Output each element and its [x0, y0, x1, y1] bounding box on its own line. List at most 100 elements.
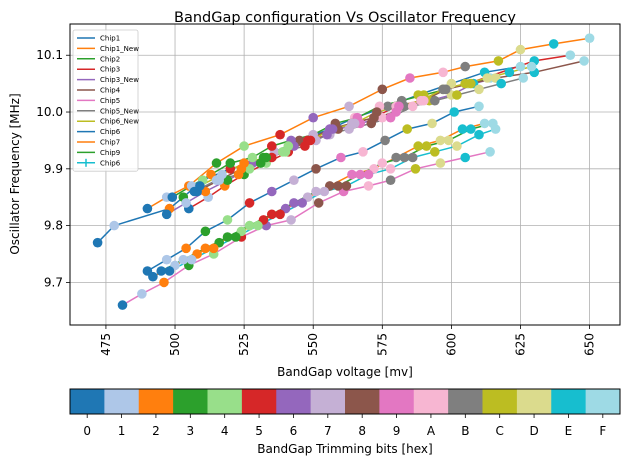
legend-box [72, 29, 139, 172]
colorbar-cell [482, 389, 518, 414]
data-point [391, 152, 401, 163]
colorbar-tick-label: C [495, 424, 503, 438]
data-point [267, 141, 277, 151]
data-point [156, 266, 166, 276]
data-point [457, 124, 468, 134]
colorbar-tick-label: 2 [152, 424, 160, 438]
y-tick-label: 10.1 [36, 48, 63, 62]
y-tick-label: 9.7 [44, 275, 63, 289]
data-point [385, 175, 396, 185]
data-point [410, 164, 421, 174]
data-point [344, 101, 354, 112]
colorbar-tick-label: A [427, 424, 436, 438]
legend-entry: Chip1 [100, 35, 120, 43]
data-point [148, 271, 158, 282]
data-point [222, 232, 233, 242]
data-point [313, 198, 324, 208]
x-tick-label: 525 [237, 333, 251, 356]
legend-entry: Chip6 [100, 159, 121, 167]
chart-title: BandGap configuration Vs Oscillator Freq… [174, 10, 516, 26]
data-point [405, 73, 415, 83]
data-point [161, 254, 172, 265]
data-point [275, 209, 285, 220]
colorbar-cell [207, 389, 243, 414]
data-point [435, 158, 446, 168]
y-axis: 9.7 9.8 9.9 10.0 10.1 [36, 48, 70, 289]
legend-entry: Chip5_New [100, 107, 139, 115]
data-point [327, 124, 338, 134]
data-point [474, 84, 484, 95]
data-point [526, 61, 537, 72]
data-point [584, 33, 595, 43]
data-point [485, 147, 495, 157]
data-point [363, 181, 374, 191]
x-tick-label: 600 [444, 333, 458, 356]
series-line [147, 37, 590, 210]
legend-entry: Chip3_New [100, 76, 139, 84]
data-point [443, 135, 454, 146]
colorbar-tick-label: 9 [393, 424, 401, 438]
colorbar-tick-label: D [529, 424, 538, 438]
colorbar-cell [276, 389, 312, 414]
data-point [247, 152, 258, 163]
data-point [347, 169, 357, 180]
data-point [341, 181, 352, 191]
data-point [460, 61, 471, 72]
data-point [490, 124, 501, 134]
data-point [438, 67, 448, 78]
colorbar: 0 1 2 3 4 5 6 7 8 9 A B C D E F [69, 388, 621, 438]
data-point [109, 220, 119, 231]
data-point [430, 147, 440, 157]
data-point [460, 152, 471, 163]
data-point [225, 158, 236, 168]
colorbar-tick-label: F [599, 424, 606, 438]
data-point [358, 147, 368, 157]
legend-entry: Chip2 [100, 55, 120, 63]
colorbar-cell [138, 389, 174, 414]
data-point [200, 243, 211, 254]
legend-entry: Chip4 [100, 87, 121, 95]
data-point [117, 300, 128, 310]
colorbar-tick-label: 6 [290, 424, 298, 438]
data-point [181, 243, 191, 254]
data-point [394, 101, 404, 112]
y-axis-label: Oscillator Frequency [MHz] [8, 93, 22, 254]
legend-entry: Chip5 [100, 97, 120, 105]
data-point [399, 152, 410, 163]
data-point [452, 90, 462, 100]
data-point [333, 181, 343, 191]
data-point [253, 220, 263, 231]
data-point [311, 186, 321, 197]
y-tick-label: 9.9 [44, 162, 63, 176]
data-point [311, 164, 321, 174]
data-point [286, 215, 296, 225]
legend-entry: Chip7 [100, 139, 120, 147]
colorbar-tick-label: 5 [255, 424, 263, 438]
series-line [171, 77, 491, 198]
data-point [518, 73, 529, 83]
x-tick-label: 500 [168, 333, 182, 356]
data-point [482, 73, 493, 83]
data-point [363, 169, 374, 180]
data-point [239, 158, 249, 168]
data-point [449, 107, 460, 117]
colorbar-tick-label: 0 [83, 424, 91, 438]
plot-series [92, 33, 595, 310]
data-point [208, 243, 219, 254]
data-point [239, 141, 249, 151]
data-point [366, 118, 377, 129]
legend-entry: Chip3 [100, 66, 120, 74]
colorbar-tick-label: 1 [118, 424, 126, 438]
colorbar-cell [310, 389, 346, 414]
data-point [435, 135, 446, 146]
data-point [565, 50, 576, 60]
data-point [474, 101, 484, 112]
y-tick-label: 9.8 [44, 219, 63, 233]
data-point [438, 84, 448, 95]
data-point [504, 67, 515, 78]
data-point [377, 84, 388, 95]
data-point [407, 152, 418, 163]
colorbar-cell [345, 389, 380, 414]
x-tick-label: 625 [514, 333, 528, 356]
